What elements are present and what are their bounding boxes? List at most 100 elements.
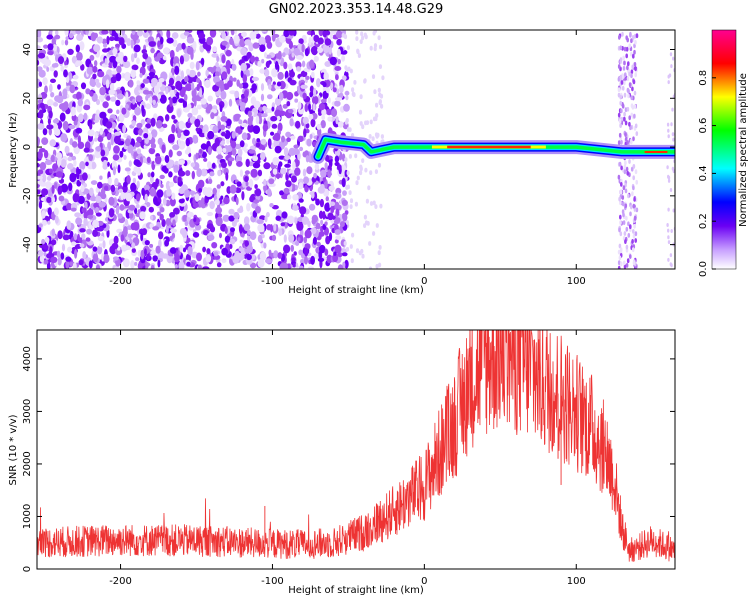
noise-blob [619, 100, 622, 106]
noise-blob [625, 263, 629, 268]
noise-blob [355, 180, 359, 186]
noise-blob [332, 193, 339, 198]
noise-blob [296, 66, 302, 72]
noise-blob [622, 55, 625, 61]
noise-blob [64, 60, 68, 66]
noise-blob [286, 91, 294, 101]
noise-blob [230, 140, 237, 149]
noise-blob [244, 39, 251, 46]
noise-blob [193, 217, 197, 223]
noise-blob [104, 58, 108, 65]
noise-blob [168, 171, 173, 178]
noise-blob [72, 262, 77, 269]
noise-blob [308, 113, 314, 120]
noise-blob [281, 194, 289, 200]
noise-blob [220, 124, 226, 131]
noise-blob [113, 266, 121, 269]
noise-blob [124, 138, 131, 147]
noise-blob [183, 129, 190, 136]
noise-blob [241, 132, 248, 141]
noise-blob [380, 134, 384, 139]
noise-blob [110, 136, 114, 146]
noise-blob [192, 40, 197, 51]
noise-blob [247, 124, 255, 133]
noise-blob [361, 35, 365, 41]
noise-blob [337, 121, 344, 128]
noise-blob [49, 246, 53, 255]
noise-blob [43, 150, 49, 159]
noise-blob [46, 175, 52, 181]
noise-blob [41, 238, 46, 245]
noise-blob [118, 188, 124, 193]
noise-blob [148, 206, 154, 213]
noise-blob [151, 160, 156, 171]
noise-blob [298, 182, 304, 190]
noise-blob [155, 245, 161, 254]
noise-blob [132, 221, 140, 231]
noise-blob [185, 170, 191, 177]
noise-blob [130, 182, 137, 192]
noise-blob [342, 252, 348, 257]
noise-blob [62, 234, 70, 241]
noise-blob [88, 154, 93, 162]
noise-blob [131, 64, 139, 71]
noise-blob [166, 161, 172, 169]
noise-blob [221, 247, 229, 256]
noise-blob [309, 85, 314, 93]
noise-blob [168, 181, 175, 188]
noise-blob [143, 30, 147, 33]
noise-blob [632, 185, 635, 191]
noise-blob [70, 207, 77, 212]
noise-blob [37, 30, 42, 39]
noise-blob [297, 101, 302, 110]
noise-blob [241, 82, 249, 89]
noise-blob [255, 142, 260, 148]
noise-blob [372, 231, 376, 236]
noise-blob [191, 107, 199, 116]
noise-blob [154, 155, 162, 165]
noise-blob [119, 204, 125, 211]
noise-blob [244, 240, 249, 247]
noise-blob [177, 131, 182, 139]
spectrogram-y-ticks: -40 -20 0 20 40 [22, 43, 675, 253]
noise-blob [67, 48, 74, 56]
noise-blob [323, 72, 330, 81]
noise-blob [149, 188, 157, 197]
noise-blob [218, 213, 223, 218]
noise-blob [162, 55, 167, 61]
noise-blob [42, 244, 49, 250]
noise-blob [206, 223, 214, 230]
noise-blob [620, 139, 623, 145]
noise-blob [76, 34, 84, 41]
noise-blob [322, 43, 330, 54]
noise-blob [379, 93, 384, 99]
y-tick-label: 40 [22, 43, 33, 56]
noise-blob [233, 211, 240, 220]
noise-blob [619, 45, 623, 51]
noise-blob [221, 54, 226, 64]
noise-blob [264, 52, 267, 59]
noise-blob [142, 30, 149, 38]
noise-blob [144, 248, 147, 257]
noise-blob [254, 188, 262, 197]
noise-blob [229, 243, 233, 250]
noise-blob [89, 196, 98, 202]
noise-blob [359, 94, 363, 100]
noise-blob [51, 228, 55, 237]
noise-blob [38, 69, 46, 78]
noise-blob [162, 123, 168, 128]
spectrogram-x-ticks: -200 -100 0 100 [109, 30, 586, 287]
noise-blob [310, 71, 315, 79]
noise-blob [293, 251, 297, 256]
noise-blob [187, 211, 194, 218]
noise-blob [255, 33, 261, 39]
noise-blob [278, 110, 286, 117]
noise-blob [274, 109, 282, 117]
noise-blob [624, 136, 628, 142]
noise-blob [349, 68, 353, 74]
noise-blob [116, 109, 120, 115]
noise-blob [304, 103, 309, 112]
noise-blob [147, 132, 153, 141]
noise-blob [156, 81, 163, 88]
noise-blob [156, 211, 162, 216]
